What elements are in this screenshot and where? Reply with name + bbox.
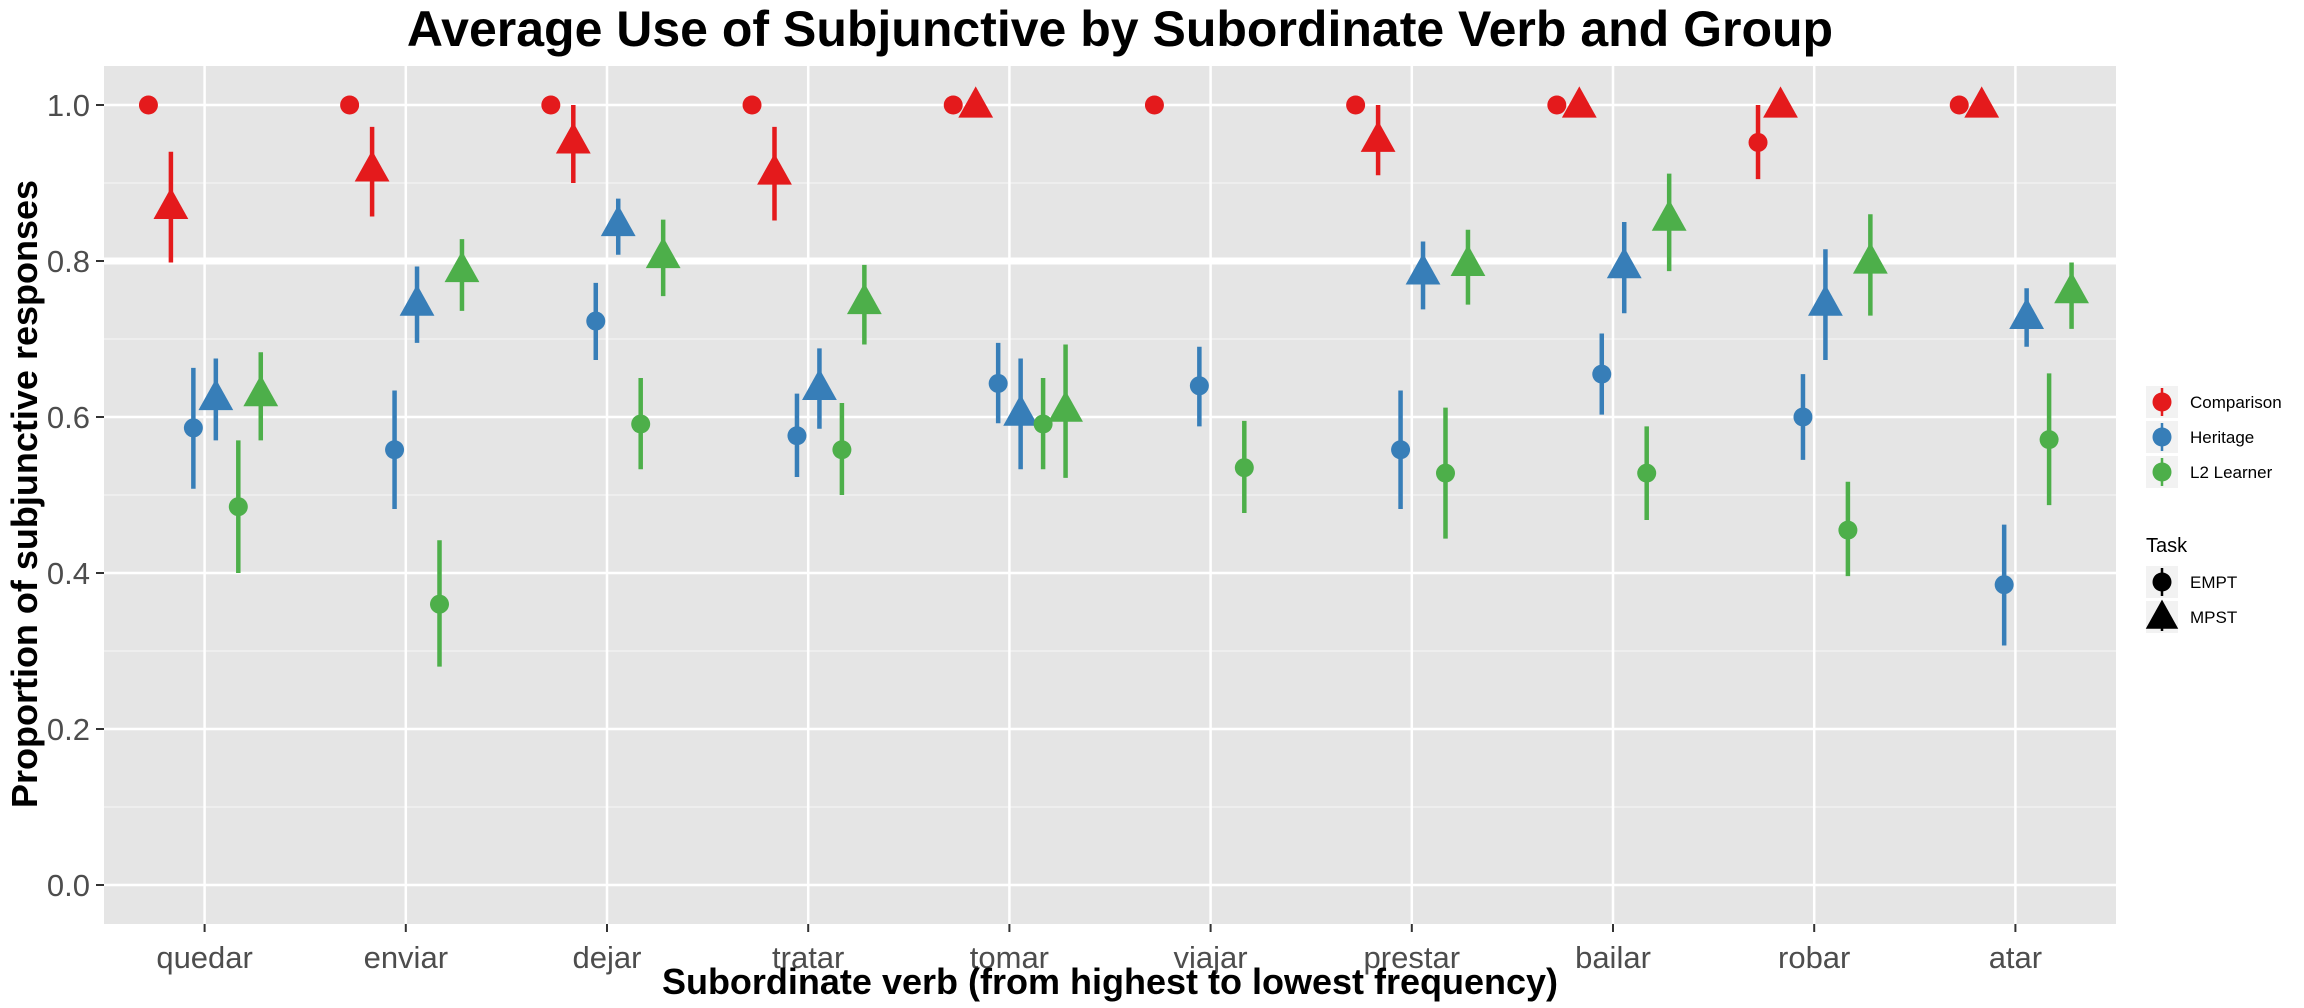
- data-point-triangle: [1003, 394, 1039, 426]
- data-point-circle: [631, 414, 651, 434]
- data-point-triangle: [2009, 297, 2045, 329]
- legend-key-point: [2152, 427, 2172, 447]
- data-point-circle: [832, 440, 852, 460]
- legend-task-label: EMPT: [2190, 573, 2237, 592]
- data-point-triangle: [2054, 272, 2089, 304]
- data-point-circle: [586, 311, 606, 331]
- data-point-circle: [1346, 95, 1366, 115]
- data-point-circle: [787, 426, 807, 446]
- y-tick-label: 0.8: [47, 244, 90, 279]
- data-point-triangle: [1606, 247, 1642, 279]
- data-point-triangle: [846, 282, 882, 315]
- data-point-circle: [1436, 463, 1456, 483]
- legend-task-label: MPST: [2190, 608, 2237, 627]
- data-point-circle: [1033, 414, 1053, 434]
- legend-group-label: Comparison: [2190, 393, 2282, 412]
- data-point-circle: [988, 373, 1008, 393]
- data-point-circle: [943, 95, 963, 115]
- data-point-triangle: [1561, 86, 1597, 118]
- data-point-triangle: [958, 86, 994, 118]
- legend-group-label: L2 Learner: [2190, 463, 2273, 482]
- x-tick-label: viajar: [1174, 940, 1248, 975]
- data-marks: [138, 86, 2089, 667]
- data-point-circle: [541, 95, 561, 115]
- data-point-circle: [138, 95, 158, 115]
- x-tick-label: enviar: [364, 940, 448, 975]
- x-tick-label: dejar: [573, 940, 642, 975]
- data-point-triangle: [243, 375, 279, 407]
- data-point-triangle: [399, 284, 435, 316]
- axis-ticks: 0.0 0.2 0.4 0.6 0.8 1.0 quedar enviar dejar trata…: [47, 88, 2042, 975]
- data-point-triangle: [444, 250, 480, 283]
- data-point-triangle: [1964, 86, 2000, 118]
- y-tick-label: 0.2: [47, 712, 90, 747]
- data-point-circle: [1144, 95, 1164, 115]
- data-point-circle: [1234, 458, 1254, 478]
- legend-group-label: Heritage: [2190, 428, 2254, 447]
- data-point-circle: [1949, 95, 1969, 115]
- y-tick-label: 1.0: [47, 88, 90, 123]
- x-axis-title: Subordinate verb (from highest to lowest…: [662, 961, 1558, 1002]
- y-axis-title: Proportion of subjunctive responses: [4, 180, 45, 808]
- legend-task-title: Task: [2146, 535, 2188, 557]
- data-point-triangle: [153, 187, 189, 219]
- x-tick-label: quedar: [156, 940, 253, 975]
- chart-title: Average Use of Subjunctive by Subordinat…: [407, 1, 1833, 57]
- data-point-triangle: [555, 122, 591, 154]
- data-point-circle: [385, 440, 405, 460]
- x-tick-label: bailar: [1575, 940, 1651, 975]
- data-point-circle: [1592, 364, 1612, 384]
- data-point-triangle: [1763, 86, 1798, 118]
- x-tick-label: robar: [1778, 940, 1850, 975]
- data-point-triangle: [802, 368, 837, 400]
- data-point-triangle: [645, 236, 681, 269]
- data-point-triangle: [198, 378, 234, 411]
- legend-key-point: [2145, 599, 2179, 629]
- x-tick-label: prestar: [1364, 940, 1460, 975]
- data-point-circle: [183, 418, 203, 438]
- data-point-circle: [1391, 440, 1411, 460]
- data-point-circle: [1838, 520, 1858, 540]
- data-point-triangle: [1808, 284, 1843, 316]
- data-point-circle: [228, 497, 248, 517]
- data-point-triangle: [1651, 199, 1687, 231]
- data-point-circle: [430, 594, 450, 614]
- data-point-triangle: [354, 150, 390, 182]
- data-point-triangle: [600, 204, 636, 237]
- legend-key-point: [2152, 572, 2172, 592]
- x-tick-label: tratar: [772, 940, 844, 975]
- data-point-circle: [340, 95, 360, 115]
- data-point-circle: [1994, 575, 2014, 595]
- data-point-circle: [1748, 132, 1768, 152]
- data-point-triangle: [1405, 253, 1441, 285]
- data-point-circle: [1637, 463, 1657, 483]
- data-point-circle: [1793, 407, 1813, 427]
- x-tick-label: atar: [1989, 940, 2042, 975]
- y-tick-label: 0.0: [47, 868, 90, 903]
- legend-key-point: [2152, 392, 2172, 412]
- data-point-triangle: [1048, 390, 1083, 422]
- legend-key-point: [2152, 462, 2172, 482]
- y-tick-label: 0.6: [47, 400, 90, 435]
- data-point-circle: [1189, 376, 1209, 396]
- data-point-circle: [742, 95, 762, 115]
- data-point-triangle: [1852, 242, 1888, 274]
- y-tick-label: 0.4: [47, 556, 90, 591]
- data-point-circle: [1547, 95, 1567, 115]
- data-point-triangle: [1450, 244, 1486, 276]
- data-point-triangle: [757, 153, 792, 185]
- data-point-triangle: [1360, 120, 1396, 152]
- data-point-circle: [2039, 430, 2059, 450]
- x-tick-label: tomar: [970, 940, 1049, 975]
